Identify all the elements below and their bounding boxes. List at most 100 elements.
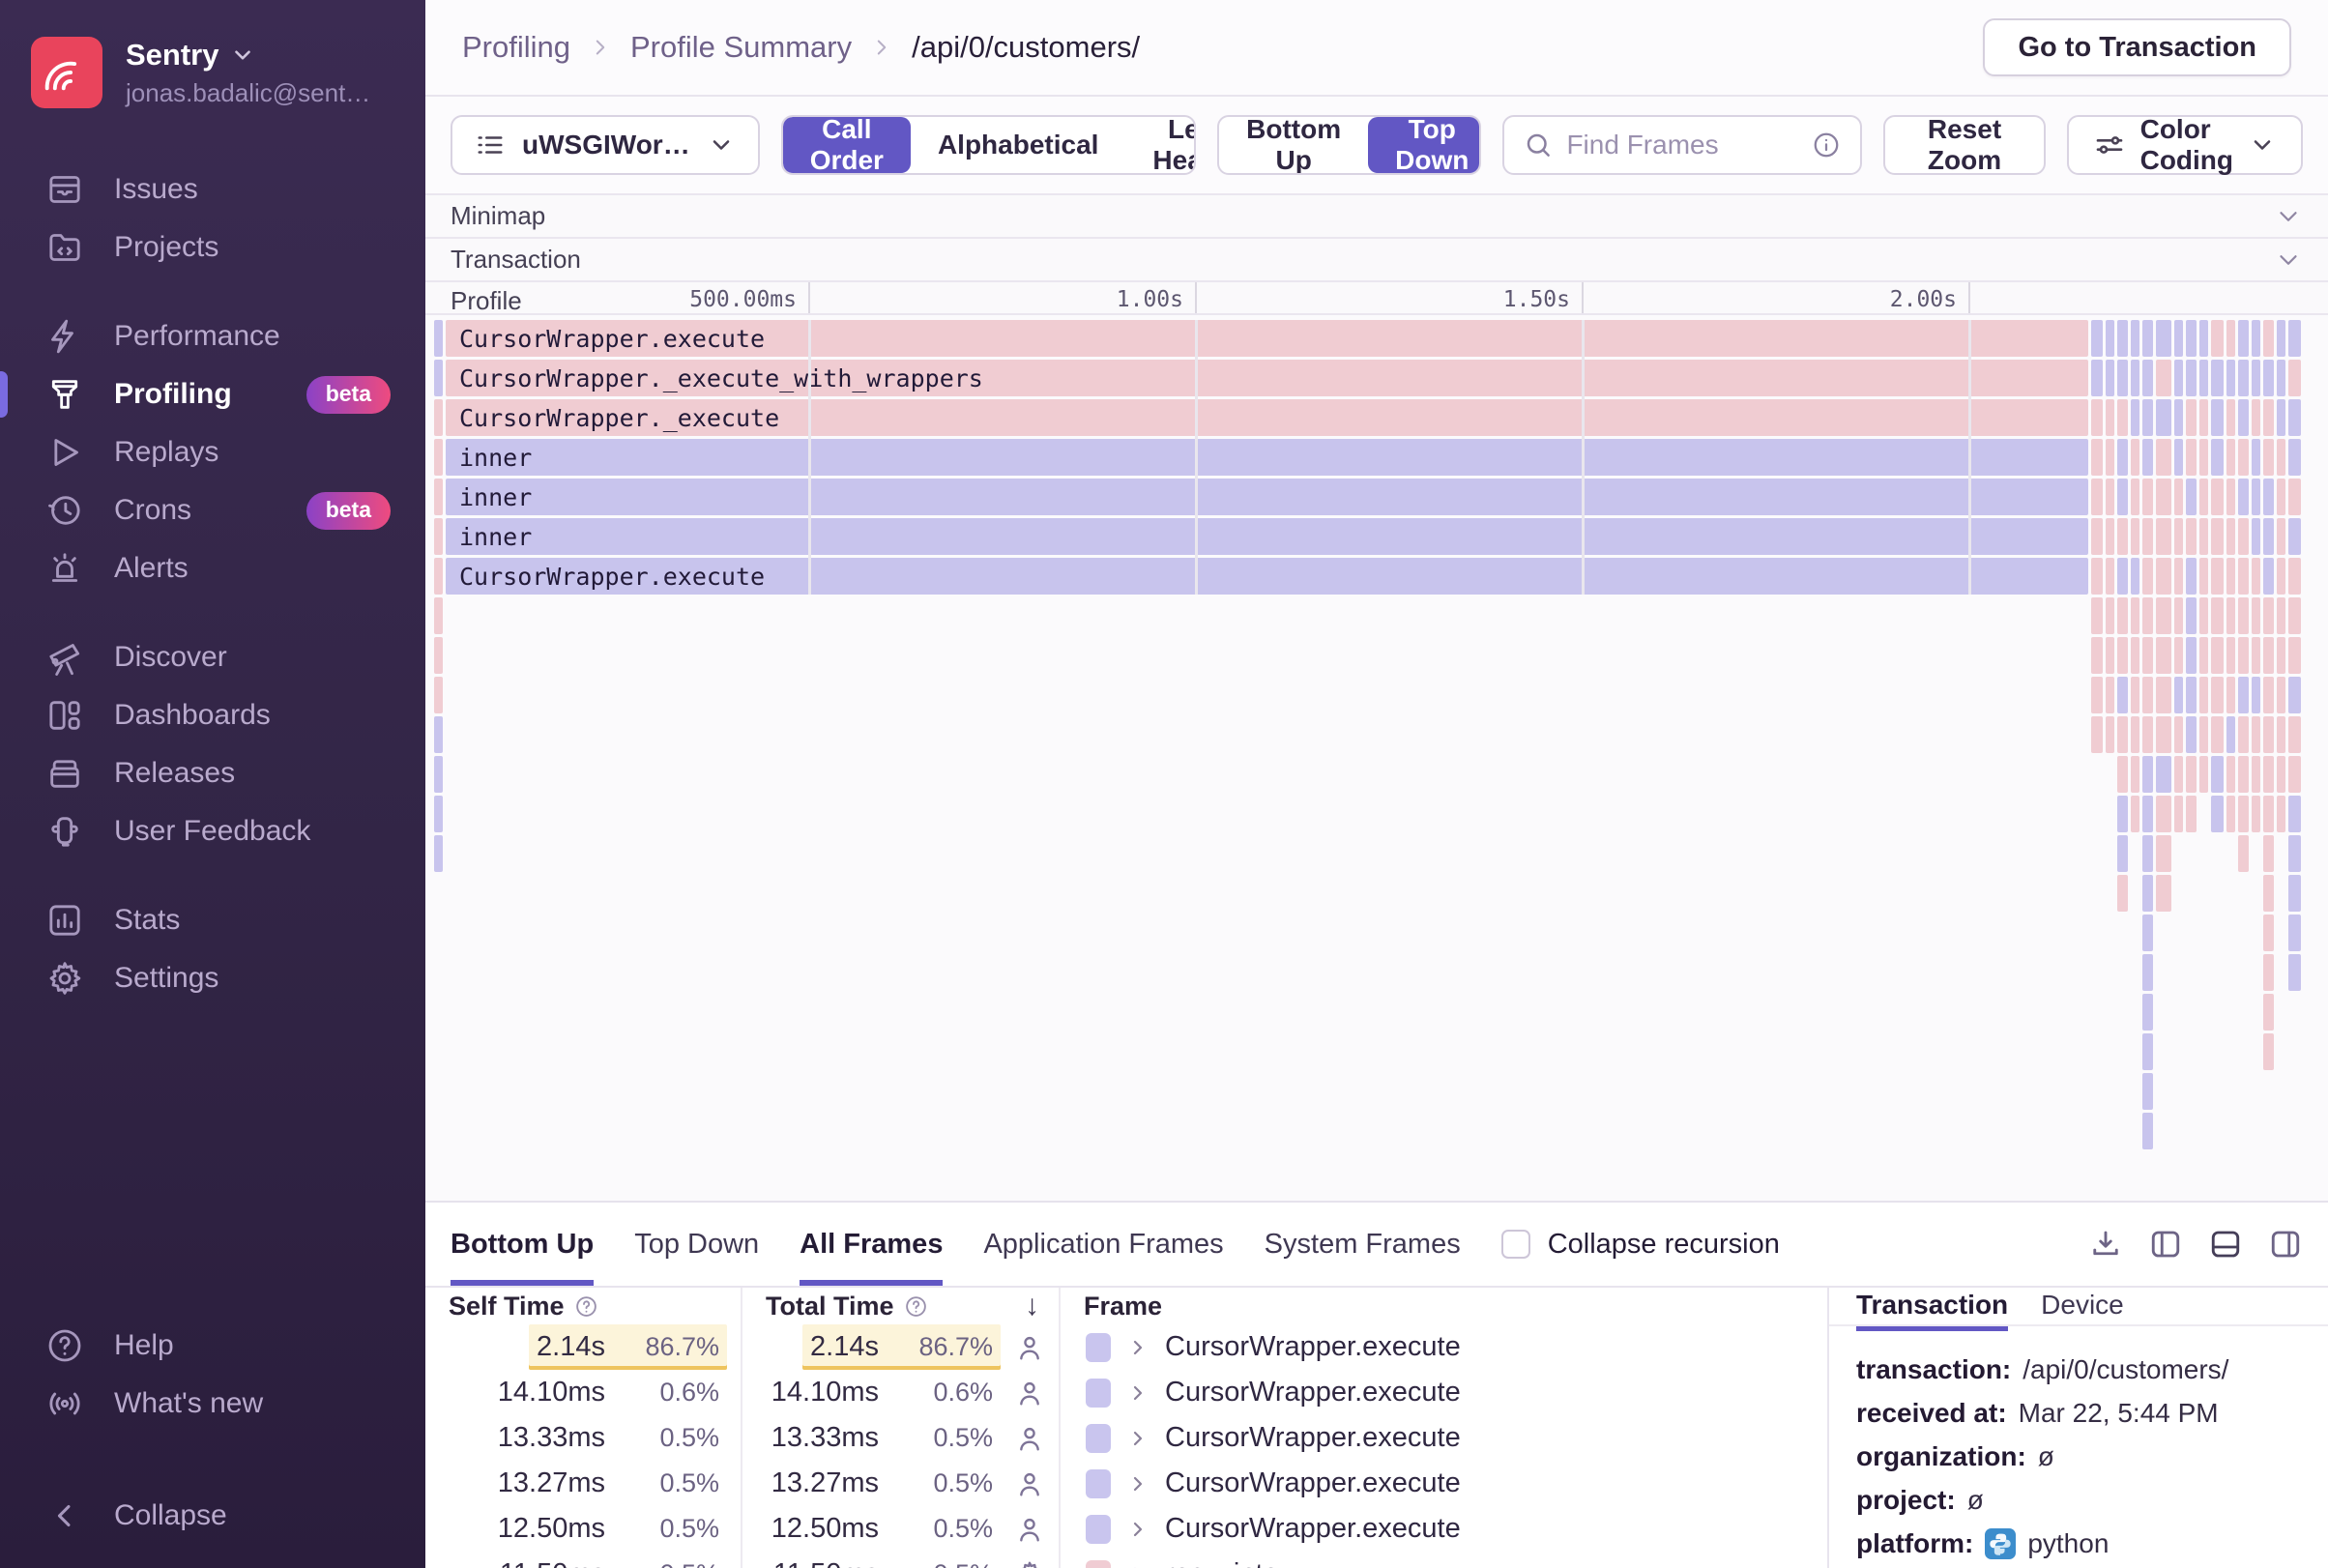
flame-mini-bar[interactable]	[2091, 637, 2103, 674]
flame-mini-bar[interactable]	[2252, 756, 2260, 793]
flame-mini-bar[interactable]	[2186, 637, 2197, 674]
sort-option-left-heavy[interactable]: Left Heavy	[1125, 117, 1194, 173]
expand-chevron-icon[interactable]	[1126, 1427, 1149, 1450]
flame-mini-bar[interactable]	[2288, 875, 2301, 912]
flame-mini-bar[interactable]	[2288, 756, 2301, 793]
flame-mini-bar[interactable]	[2142, 479, 2153, 515]
flame-mini-bar[interactable]	[2199, 597, 2208, 634]
flame-mini-bar[interactable]	[434, 796, 443, 832]
flame-mini-bar[interactable]	[2117, 399, 2128, 436]
flame-mini-bar[interactable]	[2156, 677, 2171, 713]
flame-mini-bar[interactable]	[2106, 597, 2114, 634]
flame-mini-bar[interactable]	[2226, 637, 2235, 674]
flame-mini-bar[interactable]	[2288, 558, 2301, 595]
flame-mini-bar[interactable]	[2156, 439, 2171, 476]
flame-mini-bar[interactable]	[2142, 360, 2153, 396]
flame-mini-bar[interactable]	[2199, 360, 2208, 396]
flame-mini-bar[interactable]	[2156, 399, 2171, 436]
expand-chevron-icon[interactable]	[1126, 1381, 1149, 1405]
flame-mini-bar[interactable]	[2186, 399, 2197, 436]
flame-mini-bar[interactable]	[2226, 677, 2235, 713]
flame-mini-bar[interactable]	[434, 756, 443, 793]
flame-mini-bar[interactable]	[2211, 439, 2224, 476]
flame-mini-bar[interactable]	[2211, 796, 2224, 832]
frame-table-row[interactable]: 13.27ms 0.5% 13.27ms 0.5% CursorWrapper.ex…	[425, 1461, 1827, 1506]
flame-mini-bar[interactable]	[2117, 677, 2128, 713]
flame-mini-bar[interactable]	[2288, 439, 2301, 476]
flame-mini-bar[interactable]	[2091, 399, 2103, 436]
flame-mini-bar[interactable]	[2288, 796, 2301, 832]
flame-mini-bar[interactable]	[2199, 677, 2208, 713]
flame-mini-bar[interactable]	[2238, 716, 2249, 753]
view-option-top-down[interactable]: Top Down	[1368, 117, 1480, 173]
flame-mini-bar[interactable]	[2238, 796, 2249, 832]
flame-mini-bar[interactable]	[2277, 677, 2285, 713]
flame-mini-bar[interactable]	[2226, 716, 2235, 753]
expand-chevron-icon[interactable]	[1126, 1472, 1149, 1495]
flame-mini-bar[interactable]	[2142, 875, 2153, 912]
flame-mini-bar[interactable]	[2091, 716, 2103, 753]
flame-mini-bar[interactable]	[2131, 637, 2139, 674]
sidebar-item-stats[interactable]: Stats	[0, 891, 425, 949]
flame-mini-bar[interactable]	[2174, 716, 2183, 753]
flame-mini-bar[interactable]	[2106, 479, 2114, 515]
flame-mini-bar[interactable]	[2186, 597, 2197, 634]
flame-frame-bar[interactable]: CursorWrapper.execute	[446, 320, 2088, 357]
flame-mini-bar[interactable]	[2211, 597, 2224, 634]
flame-mini-bar[interactable]	[2131, 558, 2139, 595]
flame-mini-bar[interactable]	[2142, 320, 2153, 357]
flame-mini-bar[interactable]	[2131, 796, 2139, 832]
flame-mini-bar[interactable]	[2117, 439, 2128, 476]
flame-mini-bar[interactable]	[2288, 677, 2301, 713]
flame-mini-bar[interactable]	[2156, 518, 2171, 555]
flame-mini-bar[interactable]	[2211, 479, 2224, 515]
flame-mini-bar[interactable]	[2186, 360, 2197, 396]
flame-mini-bar[interactable]	[2117, 835, 2128, 872]
frame-table-row[interactable]: 2.14s 86.7% 2.14s 86.7% CursorWrapper.exec…	[425, 1324, 1827, 1370]
flame-mini-bar[interactable]	[434, 518, 443, 555]
flame-mini-bar[interactable]	[434, 637, 443, 674]
flame-mini-bar[interactable]	[2142, 1033, 2153, 1070]
flame-mini-bar[interactable]	[2211, 756, 2224, 793]
total-time-header[interactable]: Total Time ↓	[742, 1288, 1061, 1324]
flame-mini-bar[interactable]	[2263, 399, 2274, 436]
flame-mini-bar[interactable]	[2186, 518, 2197, 555]
flame-mini-bar[interactable]	[2263, 756, 2274, 793]
flame-mini-bar[interactable]	[2199, 320, 2208, 357]
flame-mini-bar[interactable]	[2174, 399, 2183, 436]
flame-frame-bar[interactable]: inner	[446, 518, 2088, 555]
flame-mini-bar[interactable]	[2263, 994, 2274, 1031]
flame-mini-bar[interactable]	[2117, 558, 2128, 595]
flame-mini-bar[interactable]	[2252, 439, 2260, 476]
flame-mini-bar[interactable]	[2117, 796, 2128, 832]
sidebar-item-settings[interactable]: Settings	[0, 949, 425, 1007]
flame-mini-bar[interactable]	[2142, 915, 2153, 951]
flame-mini-bar[interactable]	[2199, 558, 2208, 595]
flame-mini-bar[interactable]	[2277, 320, 2285, 357]
transaction-section-header[interactable]: Transaction	[425, 237, 2328, 280]
panel-right-layout-icon[interactable]	[2268, 1227, 2303, 1262]
flame-mini-bar[interactable]	[2288, 320, 2301, 357]
flame-mini-bar[interactable]	[2156, 558, 2171, 595]
flame-mini-bar[interactable]	[2238, 637, 2249, 674]
flame-mini-bar[interactable]	[2238, 399, 2249, 436]
flame-mini-bar[interactable]	[2238, 518, 2249, 555]
sidebar-item-what-s-new[interactable]: What's new	[0, 1375, 425, 1433]
breadcrumb-link-profile-summary[interactable]: Profile Summary	[630, 30, 853, 64]
frame-name[interactable]: CursorWrapper.execute	[1165, 1331, 1461, 1362]
flame-mini-bar[interactable]	[2117, 637, 2128, 674]
tab-bottom-up[interactable]: Bottom Up	[451, 1203, 595, 1286]
flame-mini-bar[interactable]	[2211, 637, 2224, 674]
flame-mini-bar[interactable]	[2117, 597, 2128, 634]
flame-frame-bar[interactable]: inner	[446, 439, 2088, 476]
flame-mini-bar[interactable]	[2106, 518, 2114, 555]
flame-mini-bar[interactable]	[2156, 796, 2171, 832]
flame-mini-bar[interactable]	[2226, 479, 2235, 515]
flame-mini-bar[interactable]	[2106, 637, 2114, 674]
flame-mini-bar[interactable]	[2117, 875, 2128, 912]
flame-mini-bar[interactable]	[2263, 518, 2274, 555]
chevron-down-icon[interactable]	[2274, 246, 2303, 275]
flame-mini-bar[interactable]	[2252, 558, 2260, 595]
flame-mini-bar[interactable]	[2131, 399, 2139, 436]
